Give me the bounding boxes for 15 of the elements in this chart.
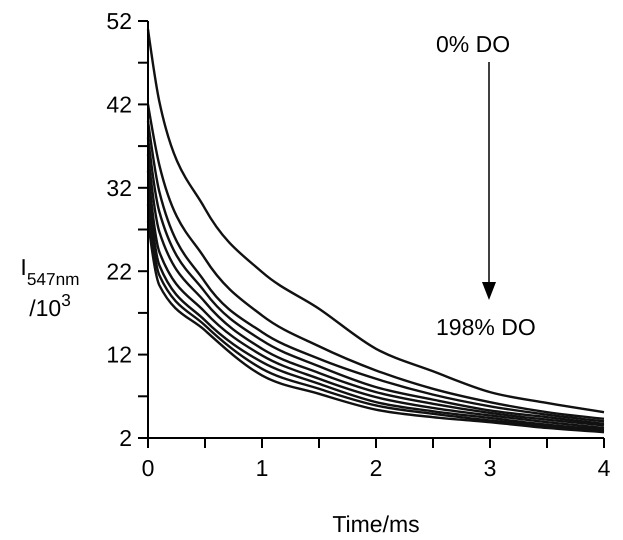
x-tick-label: 3 — [484, 455, 496, 481]
x-tick-label: 1 — [256, 455, 268, 481]
y-tick-label: 32 — [106, 174, 132, 201]
x-tick-label: 0 — [142, 455, 154, 481]
x-tick-label: 2 — [370, 455, 382, 481]
y-axis-title: I$_{547nm}$/10$^{3}$ — [20, 254, 80, 321]
y-tick-label: 2 — [119, 425, 132, 452]
x-tick-label: 4 — [598, 455, 611, 481]
x-axis-title: Time/ms — [332, 511, 420, 537]
annotation: 198% DO — [436, 314, 536, 340]
y-tick-label: 52 — [106, 8, 132, 34]
y-tick-label: 42 — [106, 91, 132, 118]
annotation: 0% DO — [436, 31, 510, 57]
y-tick-label: 22 — [106, 258, 132, 284]
y-tick-label: 12 — [106, 342, 132, 368]
